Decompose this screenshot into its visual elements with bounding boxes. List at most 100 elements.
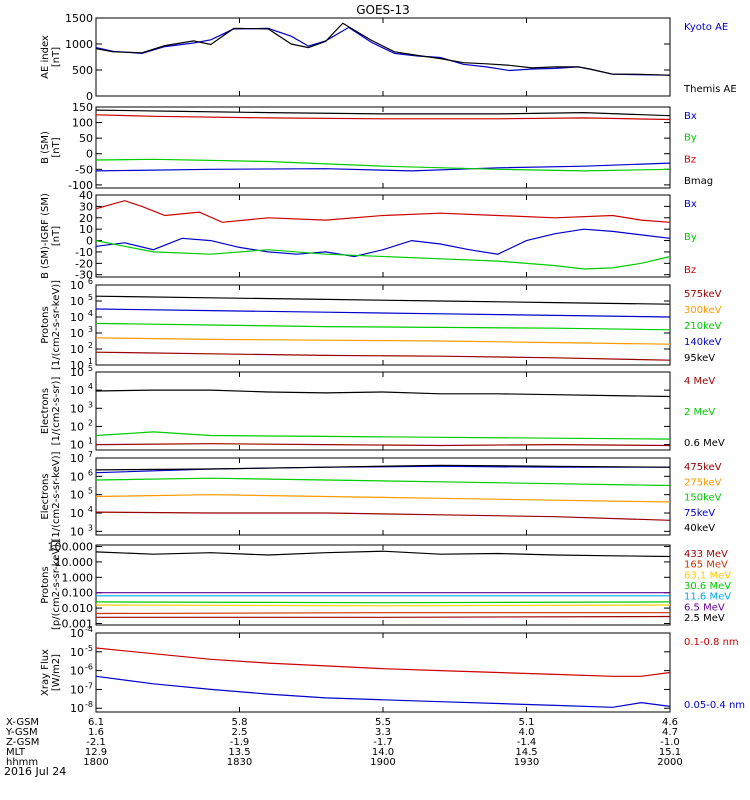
y-tick-label: 10 xyxy=(70,627,84,640)
series-line-4-mev xyxy=(95,443,671,447)
y-tick-label: 30 xyxy=(79,200,93,213)
y-tick-label: 10 xyxy=(70,420,84,433)
series-line-575kev xyxy=(95,351,671,361)
ephemeris-row-label: X-GSM xyxy=(6,717,39,728)
series-line-2-mev xyxy=(95,431,671,440)
legend-entry: 0.1-0.8 nm xyxy=(684,637,739,648)
legend-entry: 63.1 MeV xyxy=(684,570,731,581)
y-axis-title: B (SM)-IGRF (SM) xyxy=(40,193,51,279)
y-tick-exponent: 3 xyxy=(88,523,93,532)
panel-6: 10 3 10 4 10 5 10 6 10 7 Electrons [1/(cm2-s-sr-keV… xyxy=(40,450,722,542)
legend-entry: 165 MeV xyxy=(684,560,728,571)
panel-5: 10 1 10 2 10 3 10 4 10 5 Electrons [1/(cm2-s-sr)] 4 … xyxy=(40,364,725,452)
y-tick-label: 10 xyxy=(70,489,84,502)
series-line-210kev xyxy=(95,322,671,331)
y-tick-label: 500 xyxy=(72,64,93,77)
y-tick-label: -100 xyxy=(68,179,93,192)
series-line-bz xyxy=(95,200,671,223)
ephemeris-row-label: Y-GSM xyxy=(5,727,38,738)
y-tick-label: 0 xyxy=(86,235,93,248)
y-axis-title: [nT] xyxy=(51,137,62,157)
y-axis-title: AE index xyxy=(40,35,51,79)
y-tick-exponent: 1 xyxy=(88,437,93,446)
figure-date: 2016 Jul 24 xyxy=(4,765,66,778)
legend-entry: 2 MeV xyxy=(684,407,715,418)
panel-7: 0.001 0.010 0.100 1.000 10.000 100.000 Protons… xyxy=(40,540,731,631)
y-tick-label: 0.010 xyxy=(62,602,94,615)
series-line-150kev xyxy=(95,477,671,487)
ephemeris-value: 6.1 xyxy=(88,717,104,728)
y-tick-label: 150 xyxy=(72,101,93,114)
figure-title: GOES-13 xyxy=(356,3,410,17)
y-axis-title: Protons xyxy=(40,306,51,343)
y-tick-exponent: 5 xyxy=(88,293,93,302)
series-line-30-6-mev xyxy=(95,601,671,604)
y-tick-exponent: 6 xyxy=(88,277,93,286)
ephemeris-value: 14.5 xyxy=(515,747,537,758)
panel-1: 0 500 1000 1500 AE index [nT] Kyoto AE Themis A… xyxy=(40,12,737,103)
y-tick-label: 0.001 xyxy=(62,617,94,630)
y-tick-label: 10 xyxy=(70,311,84,324)
y-tick-label: 10 xyxy=(70,295,84,308)
y-tick-label: -30 xyxy=(75,269,93,282)
y-tick-exponent: 3 xyxy=(88,325,93,334)
y-tick-exponent: 5 xyxy=(88,364,93,373)
series-line-0-05-0-4-nm xyxy=(95,675,671,708)
y-tick-exponent: -4 xyxy=(85,625,93,634)
y-tick-label: 10 xyxy=(70,507,84,520)
ephemeris-value: 1.6 xyxy=(88,727,104,738)
y-tick-label: 10 xyxy=(70,525,84,538)
legend-entry: 4 MeV xyxy=(684,376,715,387)
legend-entry: 300keV xyxy=(684,305,722,316)
y-tick-exponent: 4 xyxy=(88,505,93,514)
ephemeris-value: 1930 xyxy=(514,757,539,768)
series-line-63-1-mev xyxy=(95,604,671,607)
ephemeris-value: -1.0 xyxy=(660,737,680,748)
y-tick-exponent: -5 xyxy=(85,644,93,653)
series-line-themis-ae xyxy=(95,22,671,76)
y-axis-title: B (SM) xyxy=(40,131,51,164)
ephemeris-value: 4.0 xyxy=(519,727,535,738)
legend-entry: By xyxy=(684,232,697,243)
legend-entry: 575keV xyxy=(684,289,722,300)
ephemeris-value: 5.1 xyxy=(519,717,535,728)
legend-entry: 75keV xyxy=(684,508,715,519)
y-axis-title: Electrons xyxy=(40,473,51,519)
y-tick-label: -20 xyxy=(75,257,93,270)
y-tick-label: 10 xyxy=(70,402,84,415)
y-axis-title: [nT] xyxy=(51,47,62,67)
y-tick-exponent: -8 xyxy=(85,700,93,709)
legend-entry: Themis AE xyxy=(683,84,737,95)
legend-entry: Bmag xyxy=(684,176,713,187)
ephemeris-value: -1.7 xyxy=(373,737,393,748)
y-tick-label: 40 xyxy=(79,189,93,202)
y-tick-label: 10 xyxy=(70,439,84,452)
ephemeris-value: 5.5 xyxy=(375,717,391,728)
ephemeris-value: 2.5 xyxy=(232,727,248,738)
y-tick-label: 10 xyxy=(70,646,84,659)
y-tick-label: 1000 xyxy=(65,38,93,51)
series-line-0-6-mev xyxy=(95,389,671,398)
series-line-40kev xyxy=(95,464,671,471)
legend-entry: 2.5 MeV xyxy=(684,613,725,624)
y-tick-label: -10 xyxy=(75,246,93,259)
y-tick-label: 10 xyxy=(70,327,84,340)
y-tick-exponent: 4 xyxy=(88,309,93,318)
series-line-95kev xyxy=(95,295,671,305)
y-tick-label: 0 xyxy=(86,90,93,103)
series-line-275kev xyxy=(95,494,671,503)
ephemeris-value: 1900 xyxy=(370,757,395,768)
ephemeris-value: 15.1 xyxy=(659,747,681,758)
series-line-by xyxy=(95,240,671,270)
series-line-bx xyxy=(95,162,671,172)
ephemeris-row-label: hhmm xyxy=(6,757,38,768)
y-tick-label: 10 xyxy=(70,343,84,356)
ephemeris-row-label: Z-GSM xyxy=(6,737,39,748)
y-tick-label: 10 xyxy=(70,384,84,397)
legend-entry: 475keV xyxy=(684,462,722,473)
y-axis-title: [1/(cm2-s-sr-keV)] xyxy=(51,280,62,370)
legend-entry: 6.5 MeV xyxy=(684,602,725,613)
ephemeris-value: 13.5 xyxy=(228,747,250,758)
y-tick-exponent: 4 xyxy=(88,382,93,391)
y-axis-title: [1/(cm2-s-sr-keV)] xyxy=(51,451,62,541)
